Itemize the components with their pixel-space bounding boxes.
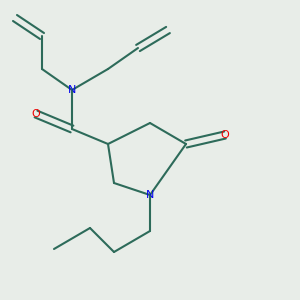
Text: N: N [68,85,76,95]
Text: O: O [32,109,40,119]
Text: O: O [220,130,230,140]
Text: N: N [146,190,154,200]
